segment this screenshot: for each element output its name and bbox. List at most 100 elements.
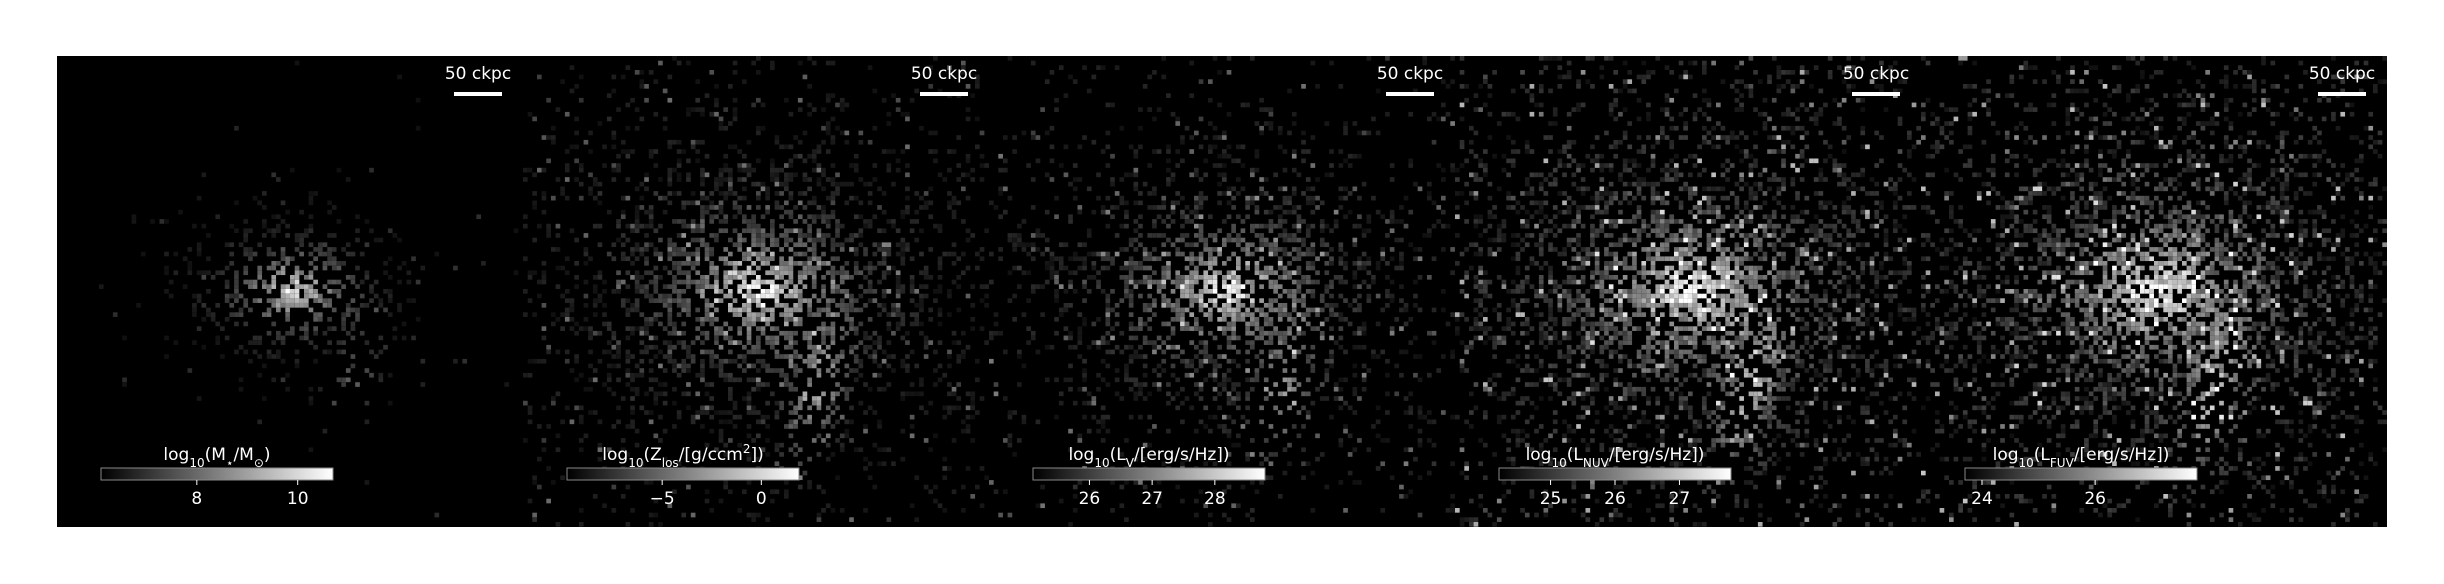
pixel	[1324, 372, 1330, 378]
pixel	[276, 330, 281, 336]
pixel	[807, 312, 812, 317]
pixel	[1105, 102, 1111, 108]
pixel	[1091, 139, 1097, 145]
pixel	[825, 97, 831, 103]
pixel	[942, 414, 948, 420]
pixel	[1338, 293, 1344, 299]
pixel	[1189, 219, 1195, 224]
pixel	[1441, 247, 1446, 252]
pixel	[867, 191, 873, 196]
pixel	[751, 438, 756, 443]
pixel	[1604, 130, 1609, 136]
pixel	[1133, 265, 1139, 271]
pixel	[760, 247, 766, 252]
pixel	[1086, 344, 1092, 350]
pixel	[192, 340, 197, 345]
pixel	[718, 167, 724, 173]
pixel	[1212, 489, 1218, 495]
pixel	[611, 391, 617, 397]
pixel	[1044, 237, 1050, 243]
pixel	[583, 326, 589, 331]
pixel	[956, 135, 962, 140]
pixel	[1310, 508, 1316, 513]
pixel	[1226, 391, 1232, 397]
pixel	[1408, 489, 1414, 495]
pixel	[877, 386, 882, 392]
pixel	[1702, 125, 1707, 131]
pixel	[1431, 139, 1437, 145]
pixel	[1110, 480, 1115, 485]
pixel	[1413, 256, 1418, 262]
galaxy-image	[98, 60, 519, 518]
pixel	[1310, 60, 1316, 66]
pixel	[527, 405, 533, 411]
pixel	[602, 289, 607, 294]
pixel	[807, 84, 812, 89]
pixel	[1119, 200, 1125, 206]
pixel	[551, 396, 556, 401]
pixel	[1641, 149, 1647, 154]
pixel	[583, 251, 589, 257]
pixel	[630, 377, 635, 383]
pixel	[1361, 181, 1367, 187]
pixel	[788, 386, 794, 392]
pixel	[1082, 135, 1087, 140]
pixel	[1594, 135, 1600, 140]
pixel	[770, 270, 775, 276]
pixel	[756, 125, 761, 131]
pixel	[1208, 144, 1213, 150]
pixel	[802, 233, 808, 238]
pixel	[728, 279, 733, 285]
pixel	[756, 293, 761, 299]
pixel	[1343, 377, 1348, 383]
pixel	[1133, 186, 1139, 192]
pixel	[182, 256, 188, 262]
pixel	[1319, 382, 1325, 387]
pixel	[1245, 307, 1250, 313]
pixel	[867, 298, 873, 303]
pixel	[756, 410, 761, 415]
pixel	[961, 349, 966, 355]
pixel	[765, 400, 770, 406]
pixel	[951, 242, 957, 248]
pixel	[1049, 344, 1055, 350]
pixel	[1166, 344, 1171, 350]
pixel	[1068, 303, 1073, 308]
colorbar-tick-label: 28	[1204, 489, 1226, 509]
pixel	[737, 442, 743, 448]
pixel	[1338, 344, 1344, 350]
pixel	[653, 79, 659, 84]
pixel	[807, 377, 812, 383]
pixel	[853, 153, 859, 159]
pixel	[1315, 84, 1320, 89]
pixel	[1072, 177, 1078, 182]
pixel	[1096, 419, 1101, 425]
pixel	[1580, 102, 1586, 108]
pixel	[686, 391, 691, 397]
pixel	[835, 312, 840, 317]
pixel	[779, 261, 784, 266]
pixel	[266, 312, 272, 317]
pixel	[970, 167, 976, 173]
pixel	[919, 195, 924, 201]
pixel	[742, 237, 747, 243]
pixel	[634, 298, 640, 303]
pixel	[732, 214, 738, 220]
pixel	[1343, 121, 1348, 126]
pixel	[1529, 111, 1535, 117]
pixel	[839, 265, 845, 271]
pixel	[294, 233, 300, 238]
pixel	[592, 223, 598, 229]
pixel	[807, 247, 812, 252]
pixel	[224, 284, 230, 289]
pixel	[1296, 349, 1302, 355]
pixel	[1236, 233, 1241, 238]
pixel	[1301, 391, 1306, 397]
pixel	[1436, 163, 1442, 168]
pixel	[1236, 349, 1241, 355]
pixel	[1263, 223, 1269, 229]
pixel	[1590, 56, 1595, 61]
pixel	[914, 303, 920, 308]
pixel	[695, 391, 701, 397]
pixel	[923, 410, 929, 415]
